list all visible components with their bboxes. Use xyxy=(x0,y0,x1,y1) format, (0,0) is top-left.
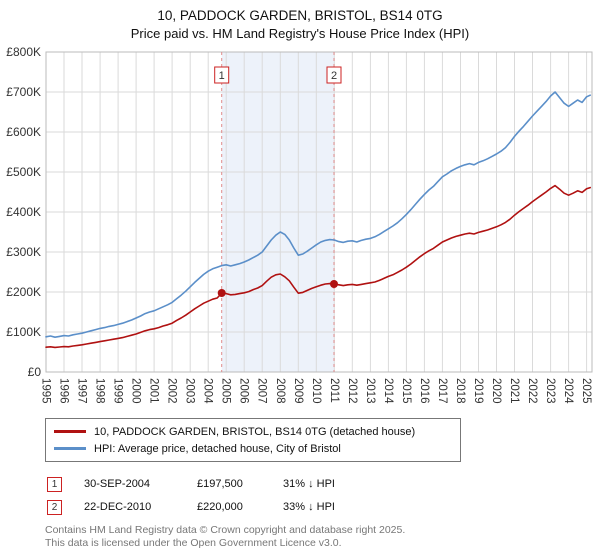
svg-text:£800K: £800K xyxy=(6,45,41,59)
svg-text:£500K: £500K xyxy=(6,165,41,179)
svg-text:2003: 2003 xyxy=(184,378,196,404)
svg-text:2006: 2006 xyxy=(238,378,250,404)
legend-item-hpi: HPI: Average price, detached house, City… xyxy=(52,440,454,457)
legend-label-property: 10, PADDOCK GARDEN, BRISTOL, BS14 0TG (d… xyxy=(94,425,416,438)
svg-text:£400K: £400K xyxy=(6,205,41,219)
svg-text:1999: 1999 xyxy=(112,378,124,404)
price-chart: 1 2 £0 £100K £200K £300K £400K £500K £600K £700K £… xyxy=(0,42,600,414)
legend-swatch-property xyxy=(54,430,86,433)
page-subtitle: Price paid vs. HM Land Registry's House … xyxy=(130,26,470,41)
svg-text:2001: 2001 xyxy=(148,378,160,404)
svg-text:2005: 2005 xyxy=(220,378,232,404)
sale-row-1: 1 30-SEP-2004 £197,500 31% ↓ HPI xyxy=(47,475,600,493)
sale-hpi-diff-2: 33% ↓ HPI xyxy=(283,501,335,513)
svg-text:2014: 2014 xyxy=(382,378,394,404)
svg-text:2016: 2016 xyxy=(418,378,430,404)
svg-text:2000: 2000 xyxy=(130,378,142,404)
svg-text:2022: 2022 xyxy=(526,378,538,404)
legend-swatch-hpi xyxy=(54,447,86,450)
sale-row-2: 2 22-DEC-2010 £220,000 33% ↓ HPI xyxy=(47,498,600,516)
svg-text:2008: 2008 xyxy=(274,378,286,404)
sale-number-badge-1: 1 xyxy=(47,476,62,492)
legend-item-property: 10, PADDOCK GARDEN, BRISTOL, BS14 0TG (d… xyxy=(52,423,454,440)
svg-text:£0: £0 xyxy=(28,365,42,379)
svg-text:2017: 2017 xyxy=(436,378,448,404)
svg-text:1997: 1997 xyxy=(76,378,88,404)
sale-number-badge-2: 2 xyxy=(47,499,62,515)
sales-table: 1 30-SEP-2004 £197,500 31% ↓ HPI 2 22-DE… xyxy=(47,475,600,516)
svg-text:2025: 2025 xyxy=(580,378,592,404)
sale-price-1: £197,500 xyxy=(197,478,243,490)
svg-text:2: 2 xyxy=(331,70,337,82)
svg-text:1995: 1995 xyxy=(40,378,52,404)
svg-text:2024: 2024 xyxy=(562,378,574,404)
svg-text:1996: 1996 xyxy=(58,378,70,404)
svg-text:2020: 2020 xyxy=(490,378,502,404)
svg-text:2018: 2018 xyxy=(454,378,466,404)
svg-text:2023: 2023 xyxy=(544,378,556,404)
legend-label-hpi: HPI: Average price, detached house, City… xyxy=(94,442,341,455)
sale-date-2: 22-DEC-2010 xyxy=(84,501,152,513)
svg-text:1: 1 xyxy=(219,70,225,82)
price-chart-svg: 1 2 £0 £100K £200K £300K £400K £500K £600K £700K £… xyxy=(6,45,593,404)
svg-text:2012: 2012 xyxy=(346,378,358,404)
svg-text:1998: 1998 xyxy=(94,378,106,404)
svg-text:2011: 2011 xyxy=(328,378,340,403)
legend: 10, PADDOCK GARDEN, BRISTOL, BS14 0TG (d… xyxy=(45,418,461,462)
svg-text:2013: 2013 xyxy=(364,378,376,404)
svg-text:2021: 2021 xyxy=(508,378,520,404)
footer-license: Contains HM Land Registry data © Crown c… xyxy=(45,524,600,550)
footer-copyright-line2: This data is licensed under the Open Gov… xyxy=(45,537,342,549)
page-title: 10, PADDOCK GARDEN, BRISTOL, BS14 0TG xyxy=(157,8,443,23)
svg-text:2007: 2007 xyxy=(256,378,268,404)
svg-text:2009: 2009 xyxy=(292,378,304,404)
svg-text:£600K: £600K xyxy=(6,125,41,139)
sale-price-2: £220,000 xyxy=(197,501,243,513)
svg-text:£300K: £300K xyxy=(6,245,41,259)
svg-text:£100K: £100K xyxy=(6,325,41,339)
svg-text:2019: 2019 xyxy=(472,378,484,404)
sale-hpi-diff-1: 31% ↓ HPI xyxy=(283,478,335,490)
svg-text:£200K: £200K xyxy=(6,285,41,299)
chart-header: 10, PADDOCK GARDEN, BRISTOL, BS14 0TG Pr… xyxy=(0,0,600,42)
svg-text:2002: 2002 xyxy=(166,378,178,404)
sale-date-1: 30-SEP-2004 xyxy=(84,478,151,490)
svg-text:2004: 2004 xyxy=(202,378,214,404)
footer-copyright-line1: Contains HM Land Registry data © Crown c… xyxy=(45,524,406,536)
svg-text:2015: 2015 xyxy=(400,378,412,404)
svg-text:£700K: £700K xyxy=(6,85,41,99)
svg-text:2010: 2010 xyxy=(310,378,322,404)
